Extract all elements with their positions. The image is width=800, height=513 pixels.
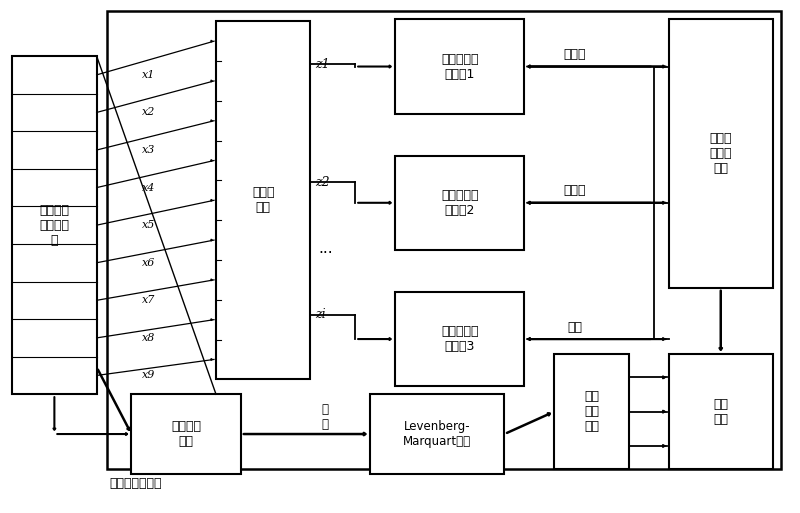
Text: zi: zi [315, 308, 326, 321]
Text: 温度: 温度 [567, 321, 582, 333]
Bar [669, 354, 773, 469]
Bar [395, 292, 524, 386]
Bar [12, 56, 97, 394]
Text: ...: ... [318, 241, 333, 256]
Text: x4: x4 [142, 183, 155, 192]
Bar [554, 354, 629, 469]
Text: 含碳量: 含碳量 [563, 184, 586, 198]
Bar [106, 11, 781, 469]
Text: 多尺度支持
向量机2: 多尺度支持 向量机2 [441, 189, 478, 217]
Bar [216, 21, 310, 379]
Text: x6: x6 [142, 258, 155, 268]
Text: 界面
显示: 界面 显示 [714, 398, 728, 426]
Text: x8: x8 [142, 333, 155, 343]
Text: 多尺度支持
向量机3: 多尺度支持 向量机3 [441, 325, 478, 353]
Text: 含硅量: 含硅量 [563, 48, 586, 61]
Text: x1: x1 [142, 70, 155, 80]
Text: x2: x2 [142, 107, 155, 117]
Text: 终点成
分在线
预测: 终点成 分在线 预测 [710, 132, 732, 175]
Text: 计算机处理系统: 计算机处理系统 [110, 477, 162, 490]
Text: 贝叶斯分
类器: 贝叶斯分 类器 [171, 420, 201, 448]
Bar [370, 394, 505, 474]
Bar [395, 19, 524, 114]
Text: 多尺度支持
向量机1: 多尺度支持 向量机1 [441, 52, 478, 81]
Text: 尺度
自适
应律: 尺度 自适 应律 [584, 390, 599, 433]
Text: 现场传感
器数据信
息: 现场传感 器数据信 息 [39, 204, 70, 247]
Text: 主成分
分析: 主成分 分析 [252, 186, 274, 214]
Bar [669, 19, 773, 288]
Text: z2: z2 [315, 176, 330, 189]
Text: z1: z1 [315, 58, 330, 71]
Bar [395, 155, 524, 250]
Text: x9: x9 [142, 370, 155, 381]
Text: Levenberg-
Marquart算法: Levenberg- Marquart算法 [403, 420, 471, 448]
Text: x5: x5 [142, 220, 155, 230]
Bar [131, 394, 241, 474]
Text: 工
况: 工 况 [322, 403, 329, 431]
Text: x3: x3 [142, 145, 155, 155]
Text: x7: x7 [142, 295, 155, 305]
